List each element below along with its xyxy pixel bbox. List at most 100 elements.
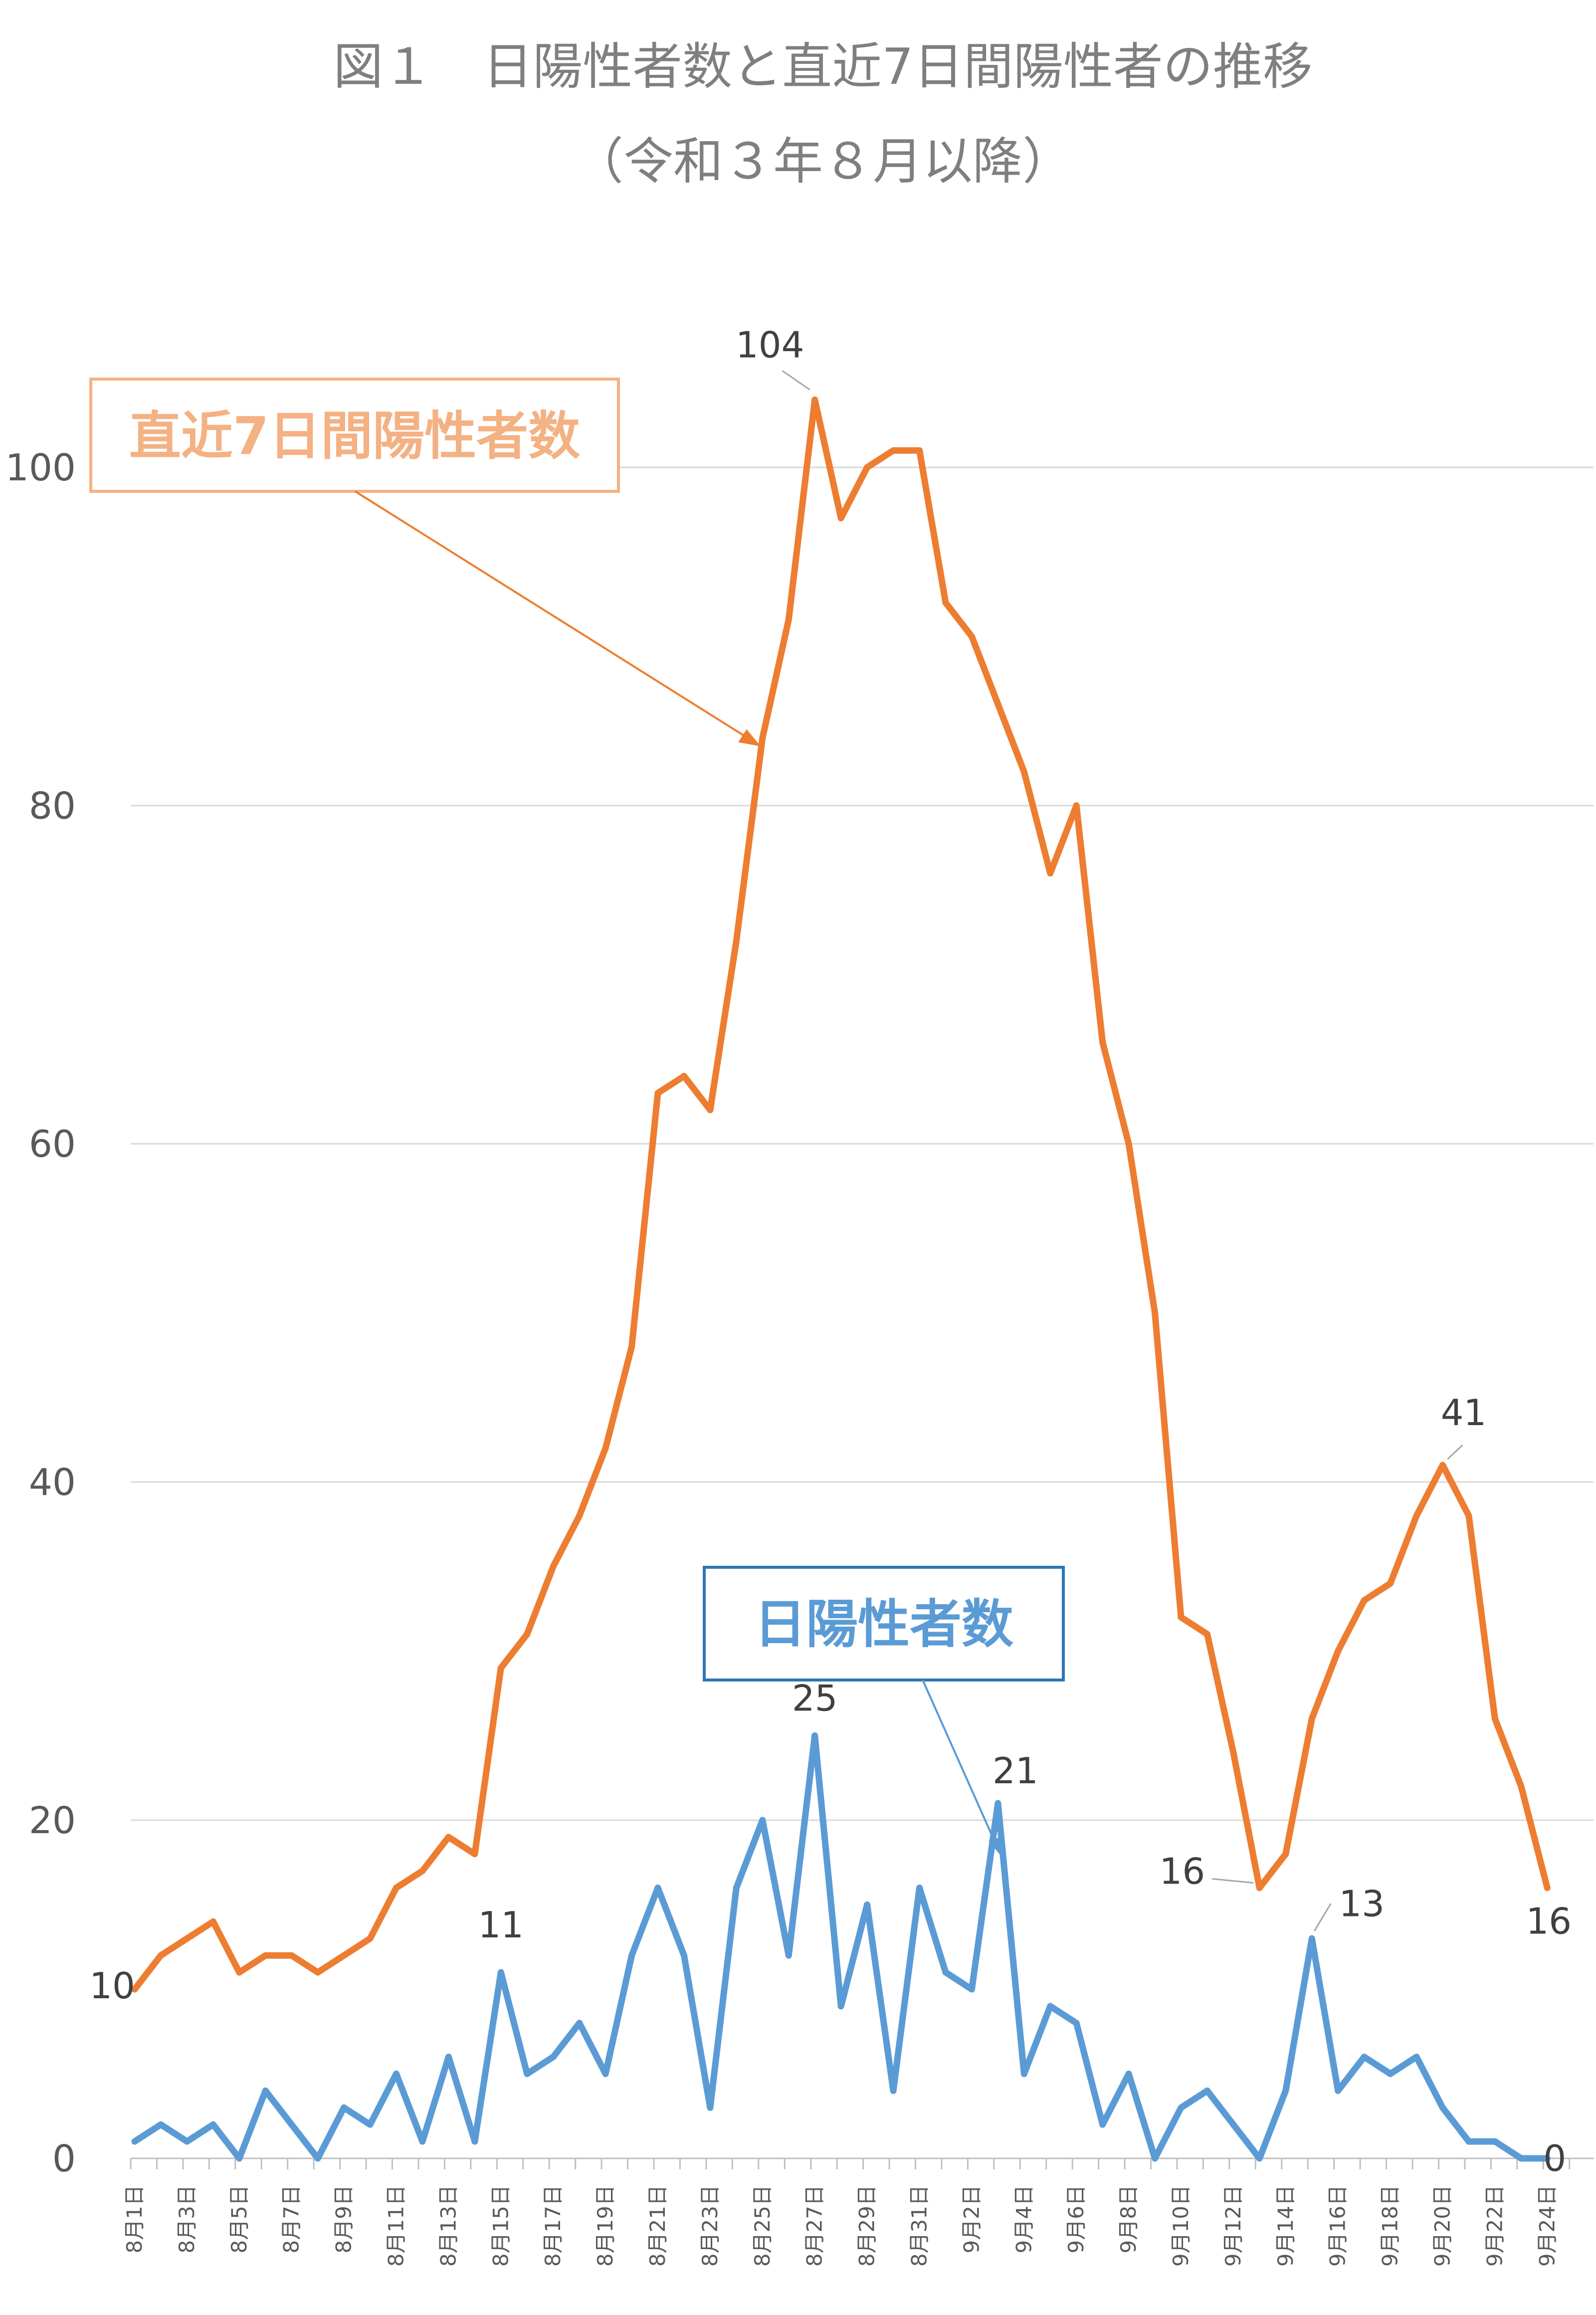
y-tick-label: 0 <box>52 2137 76 2180</box>
data-point <box>236 1969 243 1976</box>
data-point <box>1491 1715 1498 1722</box>
x-tick-label: 9月24日 <box>1535 2185 1559 2267</box>
data-point <box>1047 870 1054 877</box>
data-label-leader <box>782 370 810 391</box>
data-point <box>367 1935 374 1942</box>
data-point <box>393 2071 399 2077</box>
data-point <box>236 2155 243 2162</box>
x-tick-label: 9月22日 <box>1482 2185 1507 2267</box>
data-point <box>864 464 871 471</box>
data-point <box>995 1800 1001 1807</box>
data-point <box>314 2155 321 2162</box>
data-point <box>837 515 844 522</box>
data-point <box>628 1952 635 1959</box>
data-point <box>968 633 975 640</box>
data-point <box>184 1935 191 1942</box>
data-point <box>393 1885 399 1892</box>
data-point <box>1387 1580 1394 1587</box>
x-tick-label: 8月23日 <box>698 2185 722 2267</box>
x-tick-label: 8月3日 <box>175 2185 199 2253</box>
data-point <box>157 2121 164 2128</box>
data-point <box>1439 2104 1446 2111</box>
y-axis: 0 20 40 60 80 100 <box>5 446 76 2180</box>
data-point <box>1203 1631 1210 1638</box>
data-point <box>131 2138 138 2145</box>
data-point <box>1256 2155 1263 2162</box>
data-point <box>1178 2104 1185 2111</box>
data-labels: 10 104 16 41 16 11 25 21 13 0 <box>89 324 1572 2179</box>
data-point <box>576 1512 583 1519</box>
data-point <box>1387 2071 1394 2077</box>
x-tick-label: 8月5日 <box>227 2185 251 2253</box>
data-point <box>497 1665 504 1672</box>
data-point <box>1282 2087 1289 2094</box>
data-point <box>1413 2054 1420 2061</box>
data-label: 16 <box>1526 1900 1572 1942</box>
data-point <box>1020 768 1027 775</box>
data-point <box>785 616 792 623</box>
data-point <box>131 1986 138 1993</box>
data-point <box>1047 2003 1054 2010</box>
x-tick-label: 9月16日 <box>1326 2185 1350 2267</box>
data-point <box>314 1969 321 1976</box>
data-label-leader <box>1212 1878 1254 1884</box>
data-point <box>654 1089 661 1096</box>
data-point <box>524 2071 531 2077</box>
data-label: 104 <box>736 324 804 366</box>
data-point <box>497 1969 504 1976</box>
data-point <box>576 2020 583 2027</box>
data-point <box>916 1885 923 1892</box>
x-tick-label: 9月8日 <box>1116 2185 1141 2253</box>
data-point <box>785 1952 792 1959</box>
data-point <box>1256 1885 1263 1892</box>
data-point <box>864 1901 871 1908</box>
data-point <box>1152 1309 1159 1316</box>
data-point <box>209 1918 216 1925</box>
y-tick-label: 60 <box>29 1123 76 1166</box>
x-tick-label: 8月27日 <box>802 2185 827 2267</box>
x-tick-label: 8月19日 <box>593 2185 617 2267</box>
data-point <box>759 1817 766 1824</box>
data-point <box>916 447 923 454</box>
x-tick-label: 9月18日 <box>1378 2185 1402 2267</box>
data-point <box>1203 2087 1210 2094</box>
x-tick-label: 8月13日 <box>436 2185 460 2267</box>
x-tick-label: 8月1日 <box>122 2185 147 2253</box>
data-point <box>1361 2054 1368 2061</box>
data-point <box>837 2003 844 2010</box>
legend-callout-7day: 直近7日間陽性者数 <box>89 378 761 746</box>
legend-callout-daily-label: 日陽性者数 <box>754 1594 1013 1655</box>
x-tick-label: 8月31日 <box>907 2185 932 2267</box>
data-point <box>1335 1648 1342 1655</box>
data-point <box>1099 1039 1106 1046</box>
series-line-7day <box>131 396 1551 1993</box>
data-point <box>471 2138 478 2145</box>
data-point <box>628 1343 635 1350</box>
data-point <box>1518 1783 1525 1790</box>
data-point <box>1439 1462 1446 1469</box>
data-point <box>1361 1597 1368 1604</box>
data-point <box>184 2138 191 2145</box>
x-tick-label: 9月4日 <box>1011 2185 1036 2253</box>
data-point <box>1308 1935 1315 1942</box>
data-point <box>471 1851 478 1858</box>
data-label: 16 <box>1160 1851 1205 1893</box>
data-point <box>733 1885 740 1892</box>
data-point <box>811 396 818 403</box>
y-tick-label: 40 <box>29 1461 76 1504</box>
data-point <box>550 2054 557 2061</box>
data-point <box>1413 1512 1420 1519</box>
data-label-leader <box>1313 1903 1332 1932</box>
data-point <box>157 1952 164 1959</box>
data-point <box>262 1952 269 1959</box>
data-point <box>890 447 897 454</box>
chart-subtitle: （令和３年８月以降） <box>574 132 1072 191</box>
chart-title: 図１ 日陽性者数と直近7日間陽性者の推移 <box>333 37 1313 96</box>
data-point <box>1099 2121 1106 2128</box>
x-tick-label: 9月6日 <box>1064 2185 1088 2253</box>
data-label: 0 <box>1543 2137 1566 2179</box>
data-point <box>1282 1851 1289 1858</box>
data-point <box>968 1986 975 1993</box>
data-point <box>1152 2155 1159 2162</box>
data-point <box>445 1834 452 1841</box>
